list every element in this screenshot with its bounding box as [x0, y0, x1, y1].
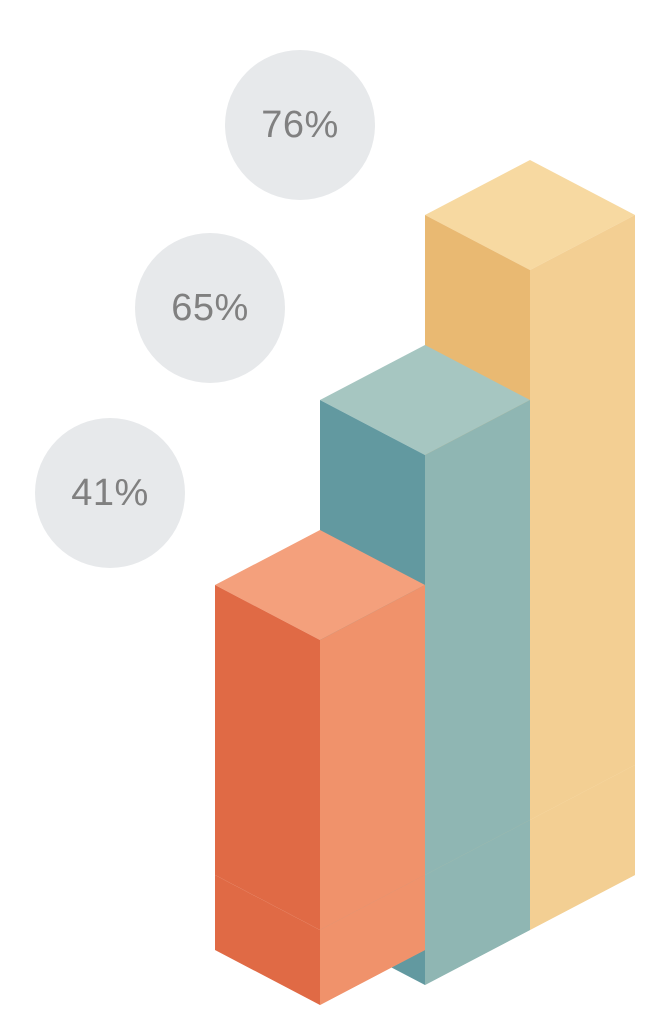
badge-41: 41% [35, 418, 185, 568]
badge-65-label: 65% [171, 287, 249, 330]
bar-65-pillar-right [425, 400, 530, 875]
bar-41-pillar-left [215, 585, 320, 930]
badge-76: 76% [225, 50, 375, 200]
badge-76-label: 76% [261, 104, 339, 147]
badge-65: 65% [135, 233, 285, 383]
isometric-bar-chart: 76% 65% 41% [0, 0, 670, 1023]
bar-41 [215, 530, 425, 1005]
badge-41-label: 41% [71, 472, 149, 515]
bar-76-pillar-right [530, 215, 635, 820]
bar-41-pillar-right [320, 585, 425, 930]
